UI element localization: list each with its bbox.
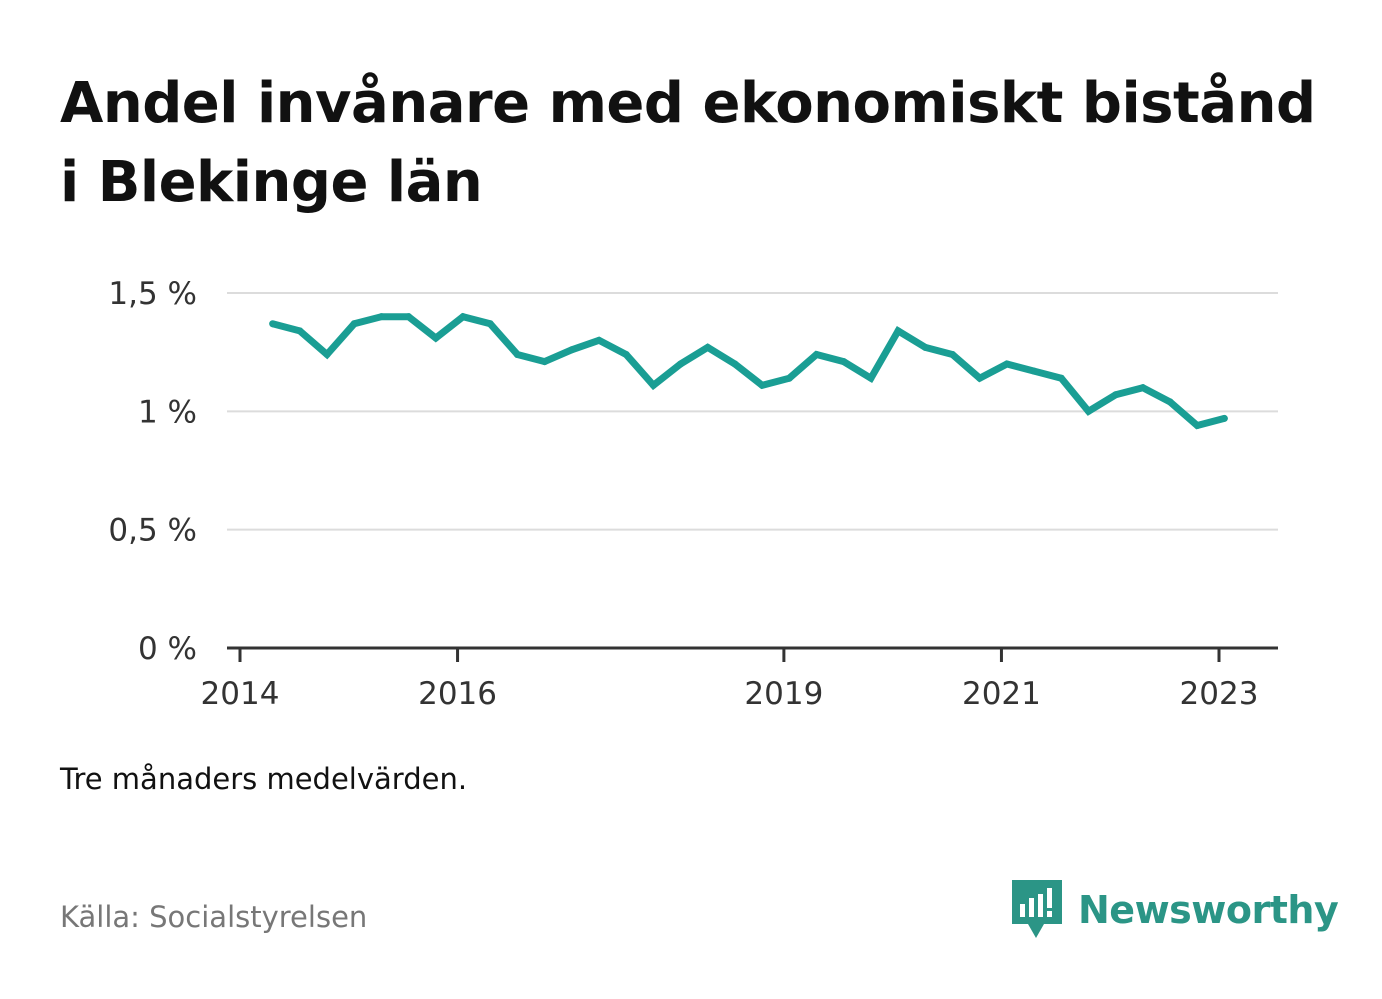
data-point — [541, 358, 549, 366]
data-point — [758, 381, 766, 389]
data-point — [948, 351, 956, 359]
chart-title: Andel invånare med ekonomiskt bistånd i … — [60, 71, 1316, 215]
y-axis-ticks: 0 % 0,5 % 1 % 1,5 % — [108, 276, 197, 667]
series-line — [271, 312, 1226, 430]
gridlines — [227, 292, 1278, 531]
series-group — [269, 312, 1228, 430]
data-point — [731, 360, 739, 368]
data-point — [976, 374, 984, 382]
data-point — [1084, 407, 1092, 415]
data-point — [459, 313, 467, 321]
data-point — [677, 360, 685, 368]
data-point — [894, 327, 902, 335]
newsworthy-logo-icon — [1012, 880, 1062, 938]
newsworthy-logo: Newsworthy — [1012, 880, 1339, 940]
data-point — [269, 320, 277, 328]
brand-name: Newsworthy — [1078, 888, 1339, 932]
data-point — [1057, 374, 1065, 382]
data-point — [323, 351, 331, 359]
data-point — [350, 320, 358, 328]
data-point — [921, 343, 929, 351]
data-point — [377, 313, 385, 321]
y-tick-label: 0,5 % — [108, 513, 197, 549]
x-tick-label: 2019 — [744, 676, 823, 712]
data-point — [622, 351, 630, 359]
data-point — [595, 336, 603, 344]
data-point — [513, 351, 521, 359]
source-label: Källa: Socialstyrelsen — [60, 900, 368, 934]
x-tick-label: 2016 — [418, 676, 497, 712]
x-tick-label: 2023 — [1180, 676, 1259, 712]
chart-note: Tre månaders medelvärden. — [60, 762, 468, 796]
data-point — [1220, 414, 1228, 422]
data-point — [1193, 422, 1201, 430]
data-point — [486, 320, 494, 328]
y-tick-label: 1,5 % — [108, 276, 197, 312]
data-point — [1112, 391, 1120, 399]
data-point — [1166, 398, 1174, 406]
x-axis-ticks: 2014 2016 2019 2021 2023 — [201, 648, 1259, 712]
data-point — [1030, 367, 1038, 375]
y-tick-label: 0 % — [138, 631, 197, 667]
data-point — [296, 327, 304, 335]
data-point — [1139, 384, 1147, 392]
data-point — [704, 343, 712, 351]
x-tick-label: 2014 — [201, 676, 280, 712]
data-point — [813, 351, 821, 359]
data-point — [867, 374, 875, 382]
data-point — [568, 346, 576, 354]
x-tick-label: 2021 — [962, 676, 1041, 712]
data-point — [405, 313, 413, 321]
data-point — [1003, 360, 1011, 368]
data-point — [649, 381, 657, 389]
data-point — [432, 334, 440, 342]
data-point — [785, 374, 793, 382]
y-tick-label: 1 % — [138, 394, 197, 430]
data-point — [840, 358, 848, 366]
